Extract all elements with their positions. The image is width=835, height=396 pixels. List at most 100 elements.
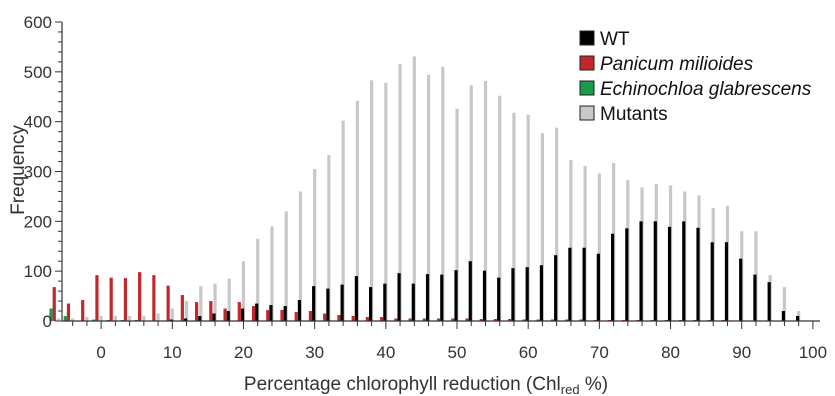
bar-panicum-milioides [337,315,341,321]
bar-mutants [370,80,374,322]
bar-panicum-milioides [166,285,170,321]
bar-mutants [128,316,132,321]
legend-item-wt: WT [579,29,630,50]
bar-wt [482,270,487,321]
y-tick-label: 400 [24,113,52,132]
x-tick-label: 10 [163,343,182,362]
bar-panicum-milioides [550,319,555,321]
bar-wt [554,255,558,321]
bar-mutants [156,313,160,321]
bar-mutants [526,114,530,321]
bar-panicum-milioides [251,306,256,321]
bar-mutants [412,56,416,321]
bar-panicum-milioides [209,301,213,321]
bar-wt [625,228,629,321]
bar-panicum-milioides [266,310,270,321]
bar-panicum-milioides [223,308,227,321]
bar-panicum-milioides [536,319,540,321]
bar-wt [283,306,287,321]
bar-wt [411,283,415,321]
bar-wt [753,274,757,321]
y-tick-label: 600 [24,13,52,32]
bar-wt [724,242,729,321]
bar-mutants [483,80,488,321]
bar-panicum-milioides [451,318,455,321]
bar-panicum-milioides [422,318,426,321]
bar-panicum-milioides [351,316,355,321]
x-tick-label: 80 [661,343,680,362]
x-tick-label: 50 [448,343,467,362]
bar-wt [468,261,472,321]
bar-wt [397,273,401,321]
bar-wt [582,247,586,321]
bar-mutants [241,261,246,321]
x-tick-label: 0 [96,343,105,362]
x-tick-label: 70 [590,343,609,362]
bar-echinochloa-glabrescens [92,319,96,321]
bar-wt [739,258,743,321]
y-tick-label: 100 [24,262,52,281]
bar-mutants [355,100,359,321]
bar-mutants [71,318,75,321]
bar-mutants [384,82,388,322]
bar-panicum-milioides [365,317,370,321]
x-tick-label: 40 [376,343,395,362]
bar-wt [169,319,173,321]
bar-mutants [469,85,473,321]
bar-panicum-milioides [280,310,284,321]
bar-wt [312,286,316,321]
bar-wt [596,253,600,321]
y-tick-label: 200 [24,212,52,231]
bar-mutants [270,226,274,321]
x-ticks: 0 10 20 30 40 50 60 70 80 90 100 [72,321,827,362]
bar-wt [525,267,529,321]
bar-wt [240,308,245,321]
bar-mutants [142,316,146,321]
bar-wt [511,268,515,321]
bar-mutants [398,63,402,322]
bar-panicum-milioides [180,295,184,321]
bar-wt [226,311,230,321]
legend-item-mutants: Mutants [579,104,668,125]
bar-panicum-milioides [194,302,199,321]
bar-wt [198,316,202,321]
bar-wt [568,247,572,321]
bar-panicum-milioides [323,313,327,321]
bar-mutants [583,166,587,321]
bar-mutants [199,286,203,321]
bar-mutants [512,112,516,322]
x-tick-label: 20 [234,343,253,362]
bar-wt [639,221,643,321]
bar-panicum-milioides [52,287,56,321]
bar-panicum-milioides [493,319,498,321]
bar-wt [781,311,786,321]
legend-swatch [579,30,595,46]
y-ticks: 0 100 200 300 400 500 600 [24,13,62,331]
x-tick-label: 90 [732,343,751,362]
bar-panicum-milioides [380,317,384,321]
bar-panicum-milioides [465,318,469,321]
bar-mutants [85,317,89,321]
bar-mutants [555,127,559,321]
x-tick-label: 100 [799,343,827,362]
bar-wt [369,287,373,321]
bar-panicum-milioides [95,275,99,321]
bar-mutants [227,278,231,321]
bar-panicum-milioides [308,311,313,321]
bar-wt [183,318,188,321]
bar-mutants [341,120,345,321]
bar-mutants [284,211,288,321]
bar-mutants [569,160,573,321]
bar-wt [212,313,216,321]
legend-item-panicum-milioides: Panicum milioides [579,54,754,75]
bar-panicum-milioides [508,319,512,321]
x-axis-label-main: Percentage chlorophyll reduction (Chl [244,374,561,395]
bar-mutants [782,287,787,321]
bar-mutants [170,308,174,321]
legend-label: WT [600,29,630,50]
bar-panicum-milioides [152,275,156,321]
legend-item-echinochloa-glabrescens: Echinochloa glabrescens [579,79,812,100]
legend-label: Echinochloa glabrescens [600,79,812,100]
bar-mutants [99,316,103,321]
